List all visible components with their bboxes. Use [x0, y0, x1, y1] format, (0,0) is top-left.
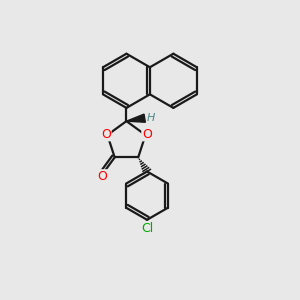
Text: H: H	[146, 112, 155, 123]
Polygon shape	[126, 114, 146, 122]
Text: O: O	[98, 170, 107, 183]
Text: Cl: Cl	[141, 221, 153, 235]
Text: O: O	[101, 128, 111, 141]
Text: O: O	[142, 128, 152, 141]
